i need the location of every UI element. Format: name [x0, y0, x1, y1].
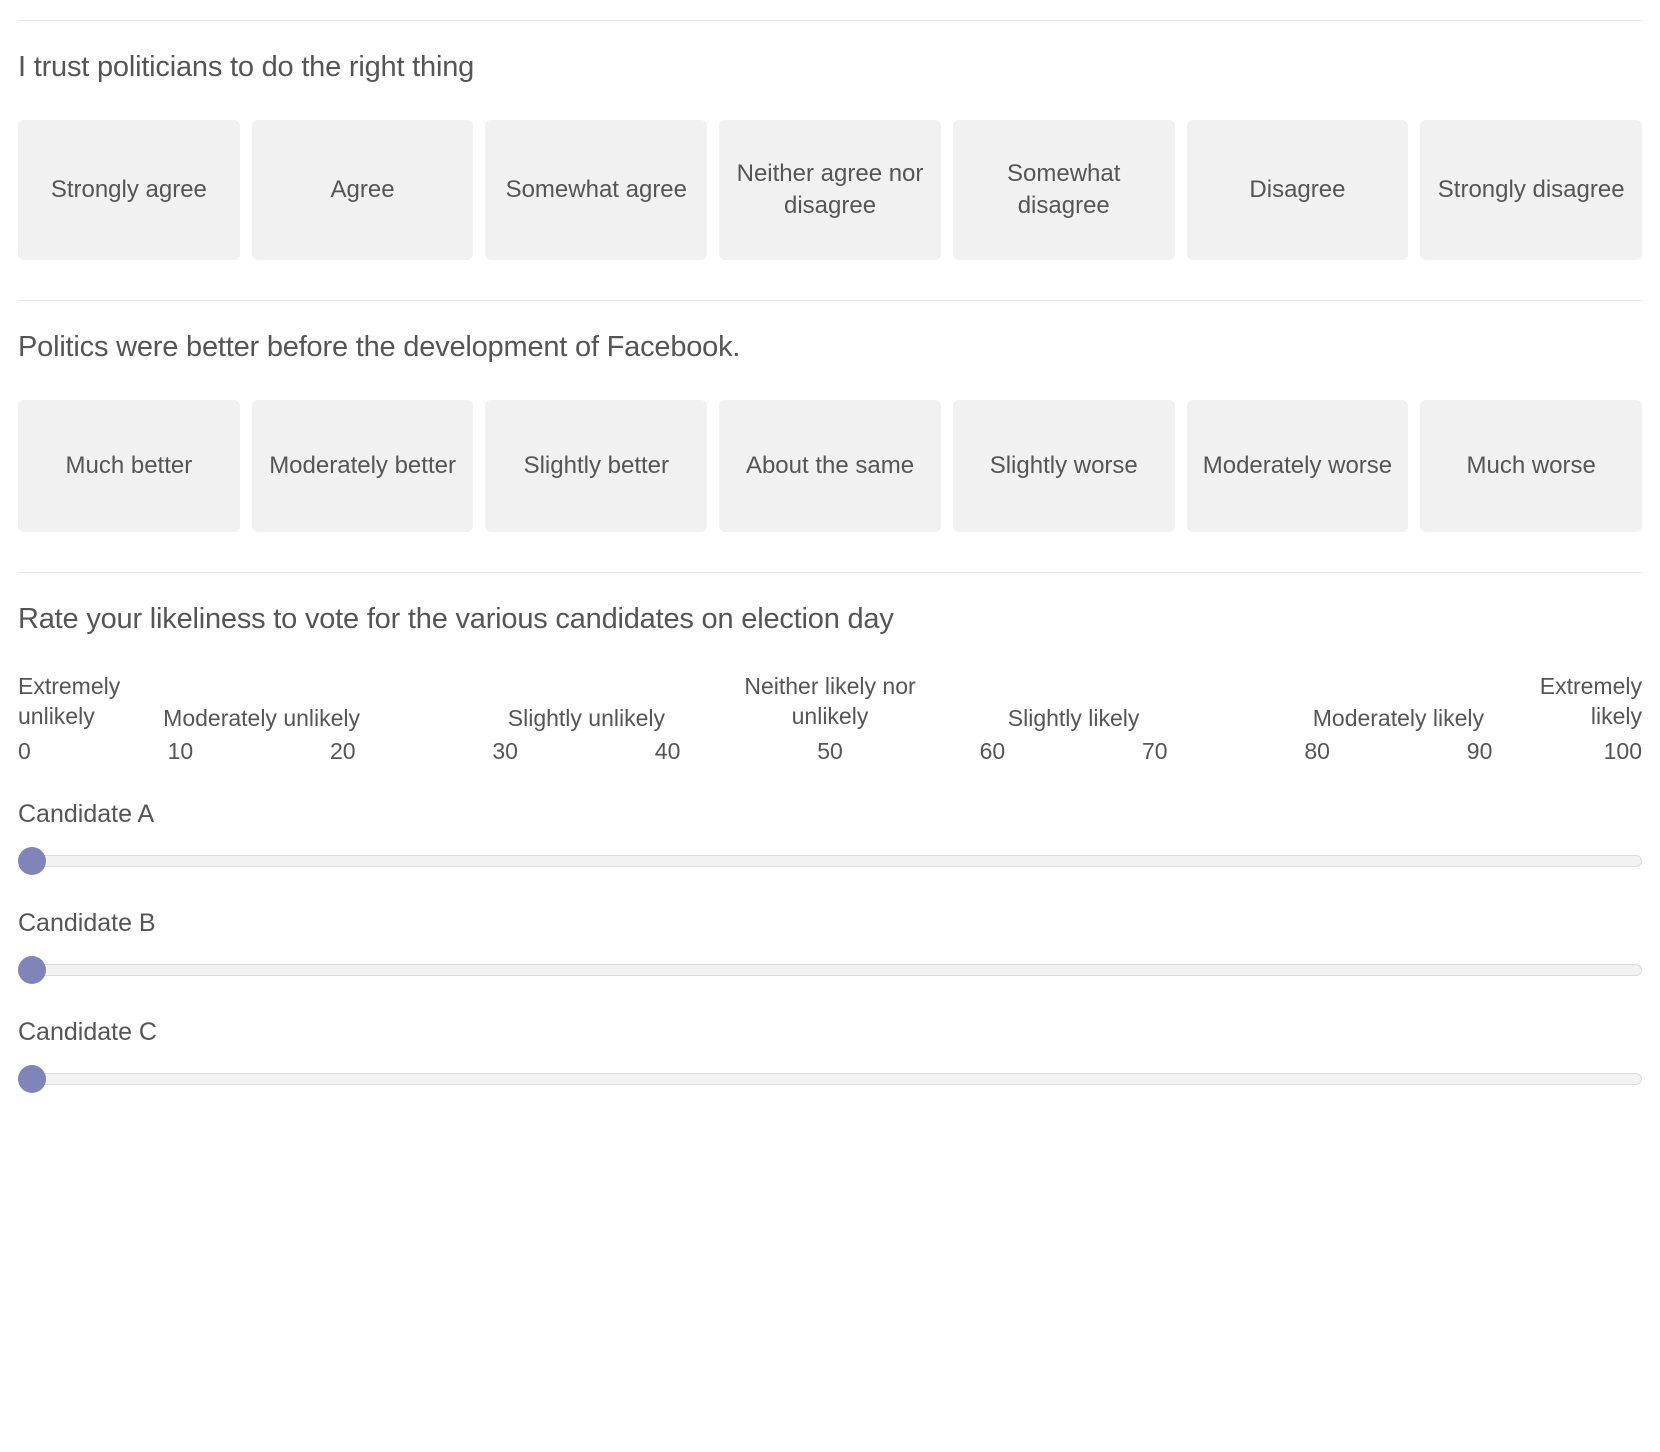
likert-option-somewhat-disagree[interactable]: Somewhat disagree — [953, 120, 1175, 260]
divider — [18, 572, 1642, 573]
slider-row: Candidate A — [18, 800, 1642, 875]
slider[interactable] — [18, 847, 1642, 875]
likert-option-about-the-same[interactable]: About the same — [719, 400, 941, 532]
survey-form: I trust politicians to do the right thin… — [0, 20, 1660, 1167]
scale-mid-label: Moderately unlikely — [163, 704, 360, 734]
slider-question: Rate your likeliness to vote for the var… — [18, 603, 1642, 1093]
scale-endpoint-label: Extremely unlikely — [18, 672, 120, 732]
question-prompt: I trust politicians to do the right thin… — [18, 51, 1642, 84]
scale-mid-label: Moderately likely — [1313, 704, 1484, 734]
likert-option-moderately-better[interactable]: Moderately better — [252, 400, 474, 532]
scale-endpoint-label: Neither likely nor unlikely — [744, 672, 915, 732]
likert-option-strongly-disagree[interactable]: Strongly disagree — [1420, 120, 1642, 260]
likert-option-much-better[interactable]: Much better — [18, 400, 240, 532]
likert-option-slightly-worse[interactable]: Slightly worse — [953, 400, 1175, 532]
scale-number: 50 — [817, 738, 843, 765]
scale-number: 10 — [168, 738, 194, 765]
slider-row: Candidate C — [18, 1018, 1642, 1093]
scale-endpoint-label: Extremely likely — [1540, 672, 1642, 732]
slider-thumb[interactable] — [18, 1065, 46, 1093]
scale-number: 90 — [1467, 738, 1493, 765]
likert-question-1: I trust politicians to do the right thin… — [18, 51, 1642, 260]
divider — [18, 300, 1642, 301]
scale-number: 0 — [18, 738, 31, 765]
slider-thumb[interactable] — [18, 847, 46, 875]
scale-mid-label: Slightly unlikely — [508, 704, 665, 734]
likert-option-much-worse[interactable]: Much worse — [1420, 400, 1642, 532]
likert-option-disagree[interactable]: Disagree — [1187, 120, 1409, 260]
question-prompt: Politics were better before the developm… — [18, 331, 1642, 364]
slider-scale-header: 0 10 20 30 40 50 60 70 80 90 100 Extremely unlikely… — [18, 672, 1642, 772]
option-row: Strongly agree Agree Somewhat agree Neit… — [18, 120, 1642, 260]
likert-question-2: Politics were better before the developm… — [18, 331, 1642, 532]
divider — [18, 20, 1642, 21]
likert-option-slightly-better[interactable]: Slightly better — [485, 400, 707, 532]
likert-option-neither[interactable]: Neither agree nor disagree — [719, 120, 941, 260]
slider-item-label: Candidate B — [18, 909, 1642, 938]
slider-item-label: Candidate C — [18, 1018, 1642, 1047]
slider-row: Candidate B — [18, 909, 1642, 984]
likert-option-agree[interactable]: Agree — [252, 120, 474, 260]
slider-thumb[interactable] — [18, 956, 46, 984]
scale-number: 30 — [492, 738, 518, 765]
scale-number: 80 — [1304, 738, 1330, 765]
question-prompt: Rate your likeliness to vote for the var… — [18, 603, 1642, 636]
scale-number: 70 — [1142, 738, 1168, 765]
scale-number: 100 — [1604, 738, 1642, 765]
slider[interactable] — [18, 956, 1642, 984]
likert-option-strongly-agree[interactable]: Strongly agree — [18, 120, 240, 260]
scale-number: 60 — [980, 738, 1006, 765]
slider[interactable] — [18, 1065, 1642, 1093]
slider-rows: Candidate A Candidate B Candidate C — [18, 800, 1642, 1093]
likert-option-somewhat-agree[interactable]: Somewhat agree — [485, 120, 707, 260]
scale-number: 40 — [655, 738, 681, 765]
scale-number: 20 — [330, 738, 356, 765]
scale-mid-label: Slightly likely — [1008, 704, 1140, 734]
slider-track — [32, 855, 1642, 867]
option-row: Much better Moderately better Slightly b… — [18, 400, 1642, 532]
slider-track — [32, 1073, 1642, 1085]
slider-item-label: Candidate A — [18, 800, 1642, 829]
likert-option-moderately-worse[interactable]: Moderately worse — [1187, 400, 1409, 532]
slider-track — [32, 964, 1642, 976]
